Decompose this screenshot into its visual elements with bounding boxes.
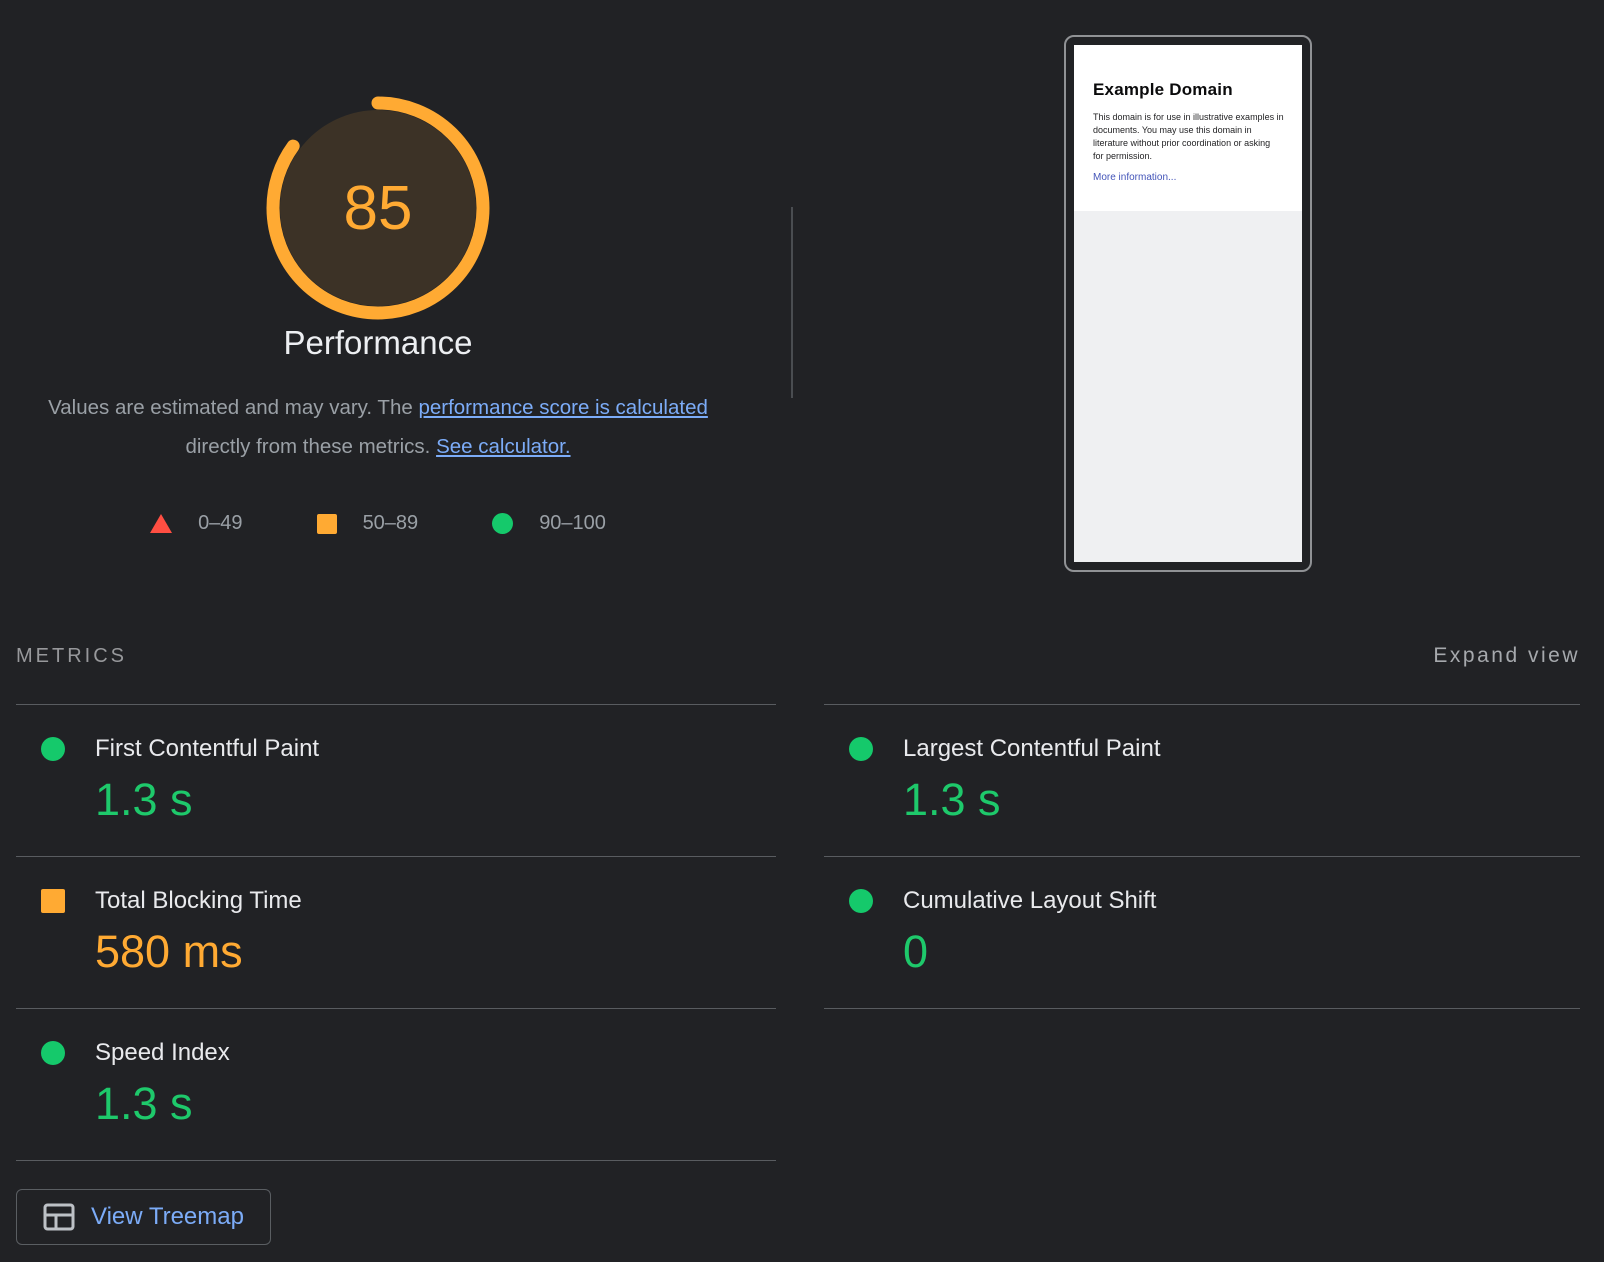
performance-score-calculated-link[interactable]: performance score is calculated	[418, 396, 708, 419]
good-score-circle-icon	[41, 737, 65, 761]
metric-value: 1.3 s	[95, 1078, 193, 1129]
metric-value: 1.3 s	[95, 774, 193, 825]
average-score-square-icon	[41, 889, 65, 913]
legend-range-label: 90–100	[539, 512, 606, 534]
treemap-icon	[43, 1203, 75, 1231]
performance-title: Performance	[283, 324, 473, 361]
expand-view-button[interactable]: Expand view	[1433, 644, 1580, 667]
metric-name: Cumulative Layout Shift	[903, 887, 1157, 914]
metric-speed-index: Speed Index 1.3 s	[16, 1008, 776, 1160]
good-circle-icon	[492, 513, 514, 534]
good-score-circle-icon	[849, 737, 873, 761]
metric-name: Largest Contentful Paint	[903, 735, 1161, 762]
screenshot-image: Example Domain This domain is for use in…	[1074, 45, 1302, 562]
metric-largest-contentful-paint: Largest Contentful Paint 1.3 s	[824, 704, 1580, 856]
vertical-divider	[791, 207, 793, 398]
metric-value: 580 ms	[95, 926, 243, 977]
metrics-grid: First Contentful Paint 1.3 s Largest Con…	[16, 704, 1580, 1245]
score-disclaimer-text: Values are estimated and may vary. The p…	[28, 388, 728, 466]
metric-name: First Contentful Paint	[95, 735, 320, 762]
treemap-button-cell: View Treemap	[16, 1160, 776, 1245]
performance-summary-section: 85 Performance Values are estimated and …	[0, 0, 1604, 620]
screenshot-page-body: This domain is for use in illustrative e…	[1093, 112, 1284, 161]
metrics-section-header: METRICS Expand view	[16, 644, 1580, 668]
legend-item-good: 90–100	[492, 512, 606, 535]
screenshot-page-content: Example Domain This domain is for use in…	[1074, 45, 1302, 211]
metric-cumulative-layout-shift: Cumulative Layout Shift 0	[824, 856, 1580, 1008]
metric-total-blocking-time: Total Blocking Time 580 ms	[16, 856, 776, 1008]
gauge-arc-svg	[266, 96, 490, 320]
legend-range-label: 0–49	[198, 512, 243, 534]
performance-score-value: 85	[343, 173, 413, 243]
disclaimer-segment: Values are estimated and may vary. The	[48, 396, 419, 419]
metric-name: Speed Index	[95, 1039, 230, 1066]
legend-range-label: 50–89	[362, 512, 419, 534]
view-treemap-label: View Treemap	[91, 1203, 244, 1230]
disclaimer-segment: directly from these metrics.	[185, 435, 437, 458]
performance-gauge[interactable]: 85	[262, 92, 494, 324]
metric-value: 1.3 s	[903, 774, 1001, 825]
good-score-circle-icon	[849, 889, 873, 913]
metric-name: Total Blocking Time	[95, 887, 302, 914]
see-calculator-link[interactable]: See calculator.	[436, 435, 571, 458]
metrics-heading: METRICS	[16, 645, 127, 667]
metric-value: 0	[903, 926, 929, 977]
page-screenshot-thumbnail[interactable]: Example Domain This domain is for use in…	[1064, 35, 1312, 572]
screenshot-page-title: Example Domain	[1093, 80, 1233, 99]
good-score-circle-icon	[41, 1041, 65, 1065]
legend-item-average: 50–89	[316, 512, 419, 535]
empty-grid-cell	[824, 1160, 1580, 1245]
score-scale-legend: 0–49 50–89 90–100	[16, 512, 740, 535]
average-square-icon	[316, 513, 337, 534]
empty-grid-cell	[824, 1008, 1580, 1160]
metric-first-contentful-paint: First Contentful Paint 1.3 s	[16, 704, 776, 856]
legend-item-poor: 0–49	[150, 512, 243, 535]
screenshot-page-link: More information...	[1093, 172, 1177, 183]
view-treemap-button[interactable]: View Treemap	[16, 1189, 271, 1245]
poor-triangle-icon	[150, 514, 173, 533]
